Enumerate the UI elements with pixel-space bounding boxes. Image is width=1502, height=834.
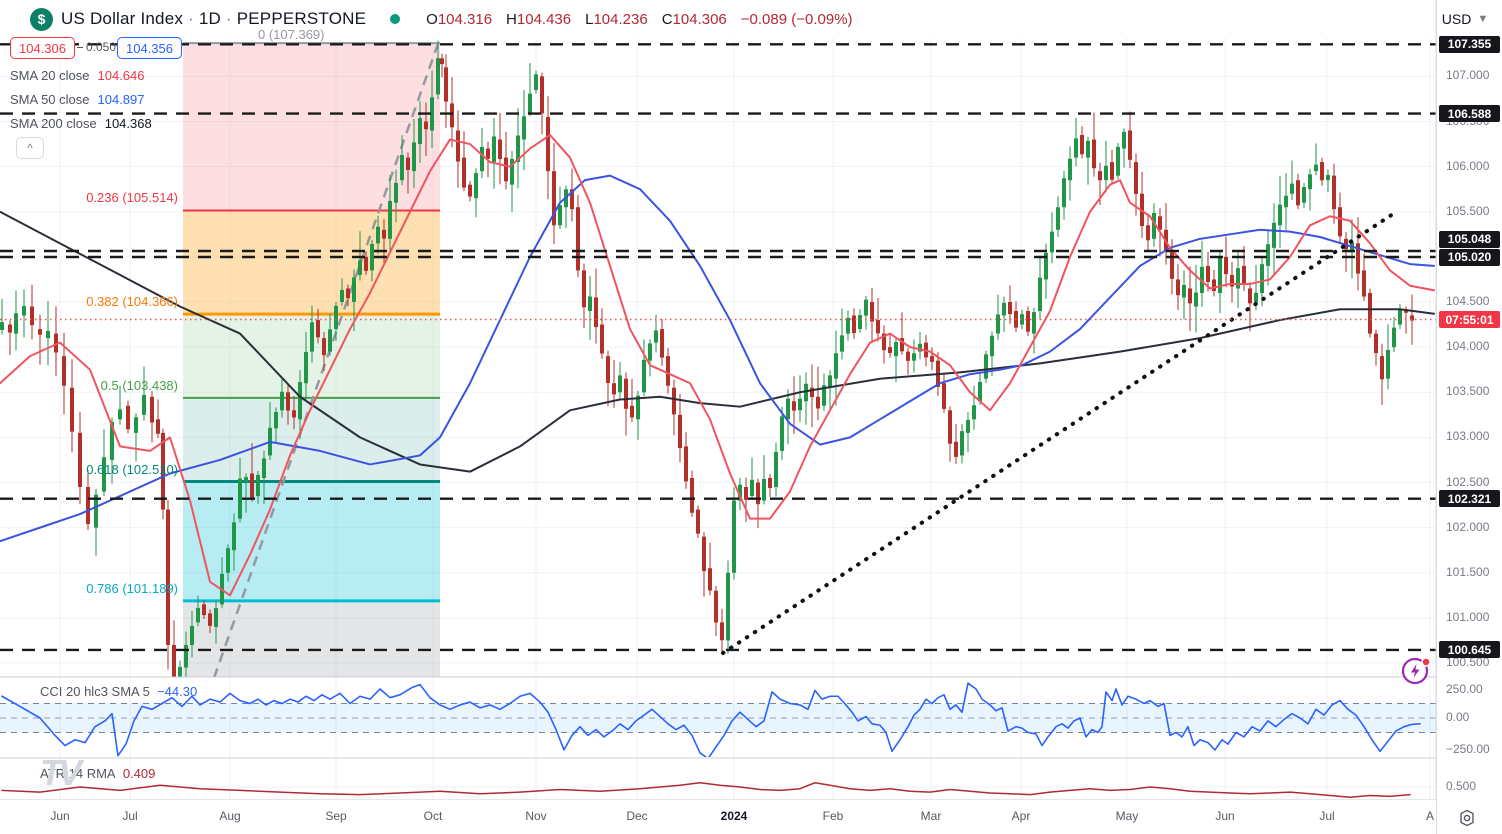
symbol-header: $ US Dollar Index · 1D · PEPPERSTONE O10…: [0, 0, 1436, 38]
time-tick-dec: Dec: [626, 809, 648, 823]
legend-label: SMA 200 close: [10, 116, 97, 131]
time-tick-2024: 2024: [720, 809, 748, 823]
price-tick: 101.000: [1446, 609, 1490, 624]
price-tick: 106.000: [1446, 158, 1490, 173]
time-tick-jul: Jul: [1319, 809, 1335, 823]
time-tick-feb: Feb: [822, 809, 844, 823]
fib-level-label: 0.236 (105.514): [86, 190, 178, 206]
fib-level-label: 0.5 (103.438): [100, 377, 178, 393]
time-tick-aug: Aug: [219, 809, 241, 823]
time-tick-sep: Sep: [325, 809, 347, 823]
price-level-badge: 106.588: [1439, 105, 1500, 123]
time-tick-jun: Jun: [50, 809, 70, 823]
price-level-badge: 105.048: [1439, 230, 1500, 248]
indicator-axis-tick: 250.00: [1446, 682, 1483, 696]
price-tick: 107.000: [1446, 68, 1490, 83]
cci-indicator-label[interactable]: CCI 20 hlc3 SMA 5 −44.30: [40, 684, 198, 699]
fib-level-label: 0.786 (101.189): [86, 580, 178, 596]
ask-price-tag: 104.356: [117, 37, 182, 59]
indicator-axis-tick: −250.00: [1446, 742, 1490, 756]
legend-row-sma-50-close[interactable]: SMA 50 close 104.897: [10, 92, 145, 107]
price-tick: 105.500: [1446, 203, 1490, 218]
currency-selector[interactable]: USD ▼: [1441, 11, 1489, 27]
countdown-badge: 07:55:01: [1439, 311, 1500, 328]
legend-label: SMA 50 close: [10, 92, 90, 107]
time-tick-mar: Mar: [920, 809, 942, 823]
fib-level-label: 0.618 (102.510): [86, 461, 178, 477]
price-tick: 104.000: [1446, 339, 1490, 354]
legend-label: SMA 20 close: [10, 68, 90, 83]
atr-indicator-label[interactable]: ATR 14 RMA 0.409: [40, 766, 156, 781]
time-tick-jul: Jul: [122, 809, 138, 823]
price-tick: 102.000: [1446, 519, 1490, 534]
time-tick-oct: Oct: [423, 809, 443, 823]
legend-value: 104.897: [97, 92, 145, 107]
bid-price-tag: 104.306: [10, 37, 75, 59]
price-tick: 101.500: [1446, 564, 1490, 579]
time-scale[interactable]: Jun Jul Aug Sep Oct Nov Dec 2024 Feb Mar Apr May Jun…: [0, 800, 1436, 834]
price-level-badge: 102.321: [1439, 490, 1500, 508]
legend-value: 104.646: [97, 68, 145, 83]
change-readout: −0.089 (−0.09%): [740, 10, 853, 28]
symbol-title[interactable]: US Dollar Index · 1D · PEPPERSTONE: [61, 9, 367, 28]
chevron-down-icon: ▼: [1477, 13, 1489, 25]
price-tick: 100.500: [1446, 655, 1490, 669]
legend-value: 104.368: [104, 116, 152, 131]
time-tick-a: A: [1425, 809, 1435, 823]
fib-level-label: 0 (107.369): [258, 27, 325, 42]
flash-alert-button[interactable]: [1400, 655, 1432, 687]
scale-settings-gear-icon[interactable]: [1452, 806, 1482, 830]
cci-value: −44.30: [157, 684, 198, 699]
symbol-logo-icon: $: [30, 7, 53, 31]
fib-level-label: 0.382 (104.366): [86, 294, 178, 310]
time-tick-apr: Apr: [1011, 809, 1031, 823]
price-level-badge: 107.355: [1439, 35, 1500, 53]
ohlc-readout: O104.316 H104.436 L104.236 C104.306 −0.0…: [426, 10, 853, 28]
price-level-badge: 100.645: [1439, 641, 1500, 659]
atr-pane: [1, 782, 1411, 798]
atr-value: 0.409: [122, 766, 156, 781]
spread-value: 0.050: [74, 40, 128, 54]
time-tick-nov: Nov: [525, 809, 547, 823]
legend-row-sma-20-close[interactable]: SMA 20 close 104.646: [10, 68, 145, 83]
tradingview-watermark: TV: [40, 752, 82, 793]
time-tick-jun: Jun: [1215, 809, 1235, 823]
legend-collapse-button[interactable]: ^: [16, 137, 44, 159]
price-tick: 104.500: [1446, 294, 1490, 308]
price-tick: 103.500: [1446, 384, 1490, 399]
market-status-icon[interactable]: [390, 14, 401, 24]
price-tick: 103.000: [1446, 429, 1490, 444]
price-level-badge: 105.020: [1439, 248, 1500, 266]
price-tick: 102.500: [1446, 474, 1490, 489]
time-tick-may: May: [1115, 809, 1139, 823]
fib-retracement: [183, 42, 440, 677]
indicator-axis-tick: 0.00: [1446, 710, 1470, 724]
price-scale[interactable]: 107.000106.500106.000105.500105.000104.5…: [1436, 0, 1502, 834]
indicator-axis-tick: 0.500: [1446, 779, 1477, 793]
legend-row-sma-200-close[interactable]: SMA 200 close 104.368: [10, 116, 152, 131]
cci-pane: [0, 682, 1436, 757]
sma-lines: [0, 134, 1435, 597]
